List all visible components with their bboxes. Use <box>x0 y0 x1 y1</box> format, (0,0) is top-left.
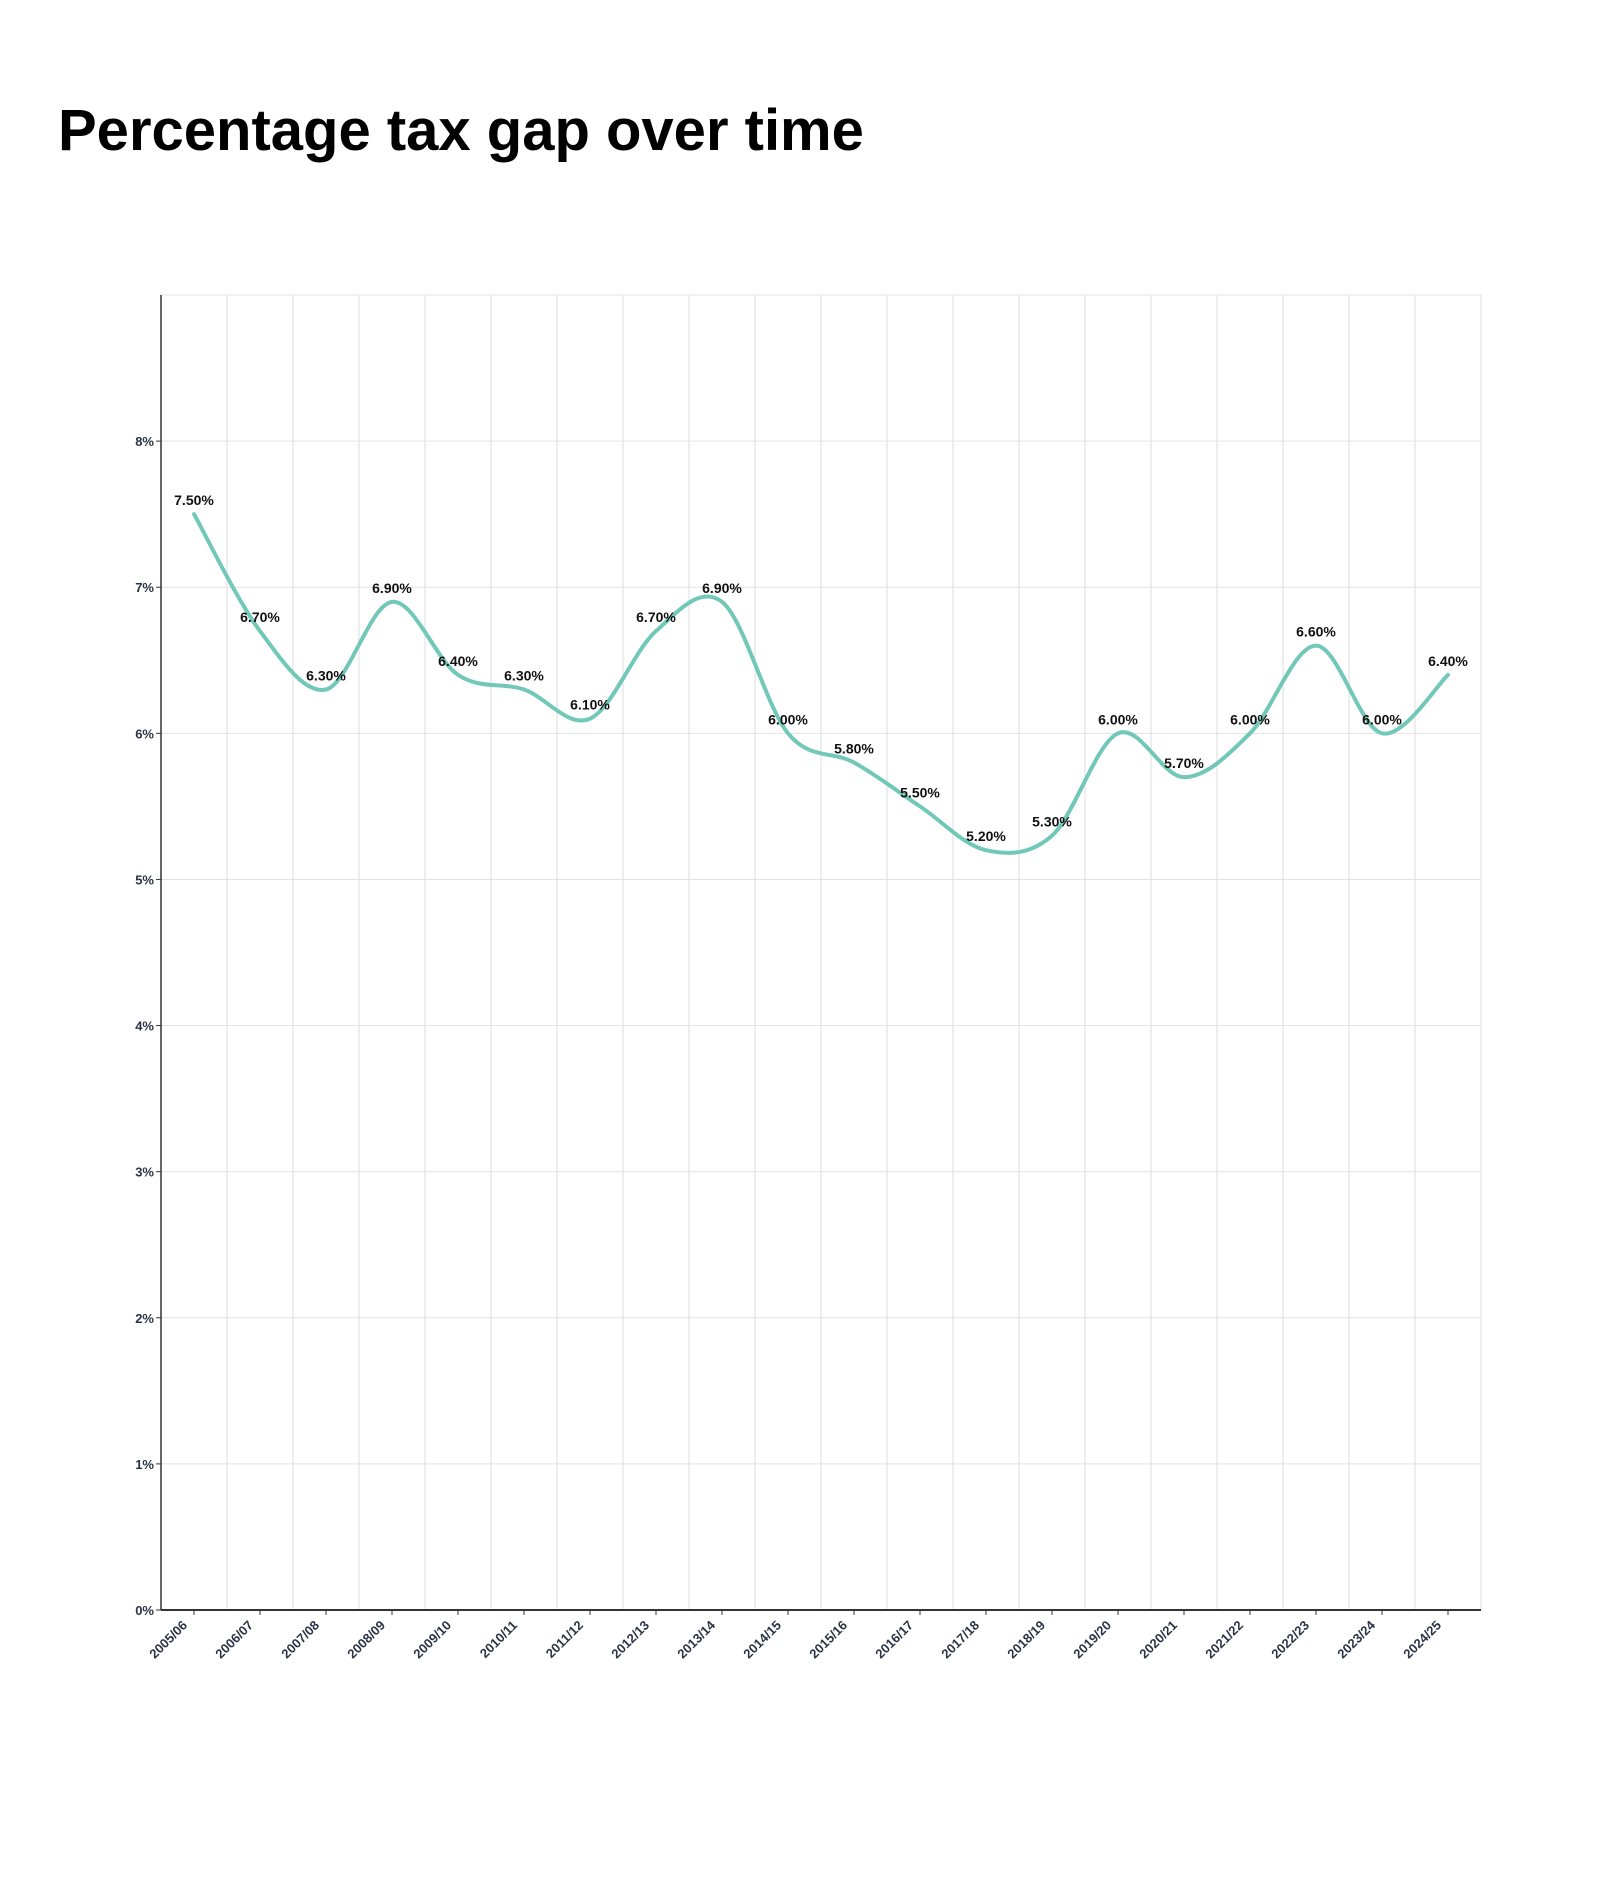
x-tick-label: 2018/19 <box>1004 1618 1048 1662</box>
data-label: 6.00% <box>1230 711 1270 727</box>
data-label: 6.10% <box>570 697 610 713</box>
x-tick-label: 2020/21 <box>1136 1618 1180 1662</box>
line <box>192 512 1450 855</box>
data-label: 6.60% <box>1296 624 1336 640</box>
data-label: 5.20% <box>966 828 1006 844</box>
x-tick-label: 2013/14 <box>674 1617 718 1661</box>
x-tick-label: 2021/22 <box>1202 1618 1246 1662</box>
x-tick-label: 2015/16 <box>806 1618 850 1662</box>
x-tick-label: 2010/11 <box>477 1618 520 1661</box>
x-tick-label: 2012/13 <box>608 1618 652 1662</box>
x-tick-label: 2023/24 <box>1334 1617 1378 1661</box>
y-tick-label: 7% <box>135 580 154 595</box>
x-tick-label: 2007/08 <box>278 1618 322 1662</box>
x-tick-label: 2019/20 <box>1070 1618 1114 1662</box>
data-label: 5.80% <box>834 741 874 757</box>
data-label: 6.70% <box>636 609 676 625</box>
x-tick-label: 2014/15 <box>740 1618 784 1662</box>
x-tick-label: 2016/17 <box>872 1618 916 1662</box>
data-label: 6.70% <box>240 609 280 625</box>
data-label: 6.90% <box>372 580 412 596</box>
y-tick-label: 6% <box>135 726 154 741</box>
chart-title: Percentage tax gap over time <box>58 98 864 163</box>
y-tick-label: 1% <box>135 1457 154 1472</box>
x-tick-label: 2017/18 <box>938 1618 982 1662</box>
data-label: 7.50% <box>174 492 214 508</box>
x-tick-label: 2022/23 <box>1268 1618 1312 1662</box>
y-tick-label: 8% <box>135 434 154 449</box>
y-tick-label: 5% <box>135 872 154 887</box>
x-tick-label: 2009/10 <box>410 1618 454 1662</box>
y-tick-label: 3% <box>135 1165 154 1180</box>
data-label: 6.00% <box>768 711 808 727</box>
data-label: 5.30% <box>1032 814 1072 830</box>
data-label: 6.00% <box>1362 711 1402 727</box>
data-label: 6.90% <box>702 580 742 596</box>
x-tick-label: 2008/09 <box>344 1618 388 1662</box>
data-label: 6.40% <box>438 653 478 669</box>
data-label: 6.30% <box>504 668 544 684</box>
x-tick-label: 2005/06 <box>146 1618 190 1662</box>
x-tick-label: 2024/25 <box>1400 1618 1444 1662</box>
data-label: 5.70% <box>1164 755 1204 771</box>
y-tick-label: 2% <box>135 1311 154 1326</box>
data-label: 5.50% <box>900 784 940 800</box>
y-tick-label: 0% <box>135 1603 154 1618</box>
x-tick-label: 2006/07 <box>212 1618 256 1662</box>
y-tick-label: 4% <box>135 1019 154 1034</box>
x-tick-label: 2011/12 <box>543 1618 586 1661</box>
data-label: 6.40% <box>1428 653 1468 669</box>
data-label: 6.00% <box>1098 711 1138 727</box>
data-label: 6.30% <box>306 668 346 684</box>
